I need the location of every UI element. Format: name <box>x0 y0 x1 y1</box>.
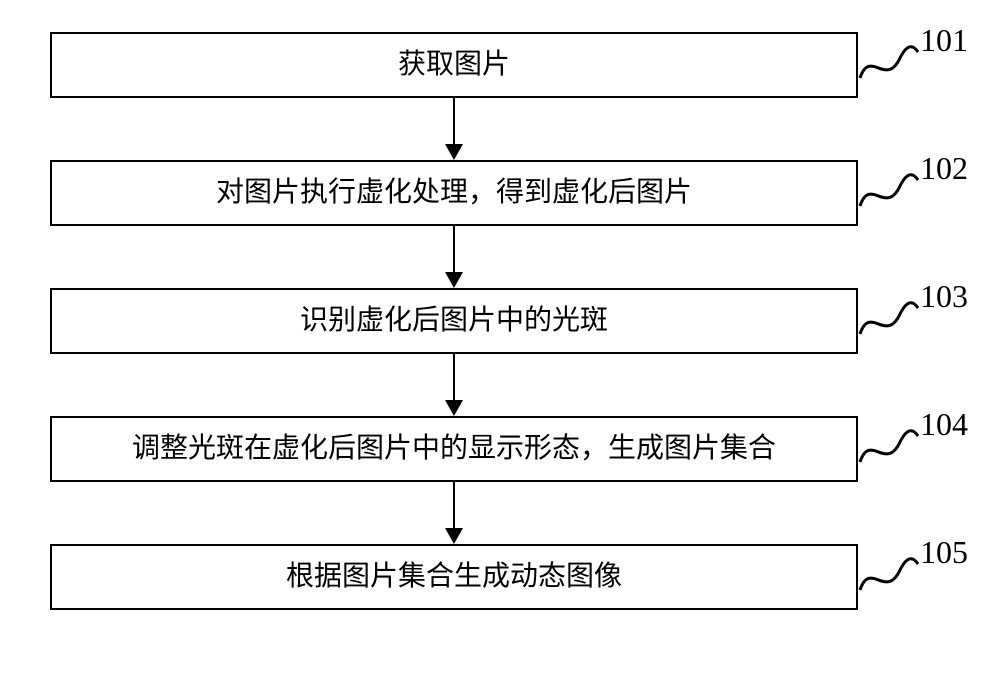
step-box-101: 获取图片 <box>50 32 858 98</box>
arrow-down <box>453 226 455 286</box>
tilde-connector <box>858 168 920 218</box>
step-label-103: 103 <box>920 278 968 315</box>
step-text: 对图片执行虚化处理，得到虚化后图片 <box>216 176 692 210</box>
step-text: 识别虚化后图片中的光斑 <box>300 304 608 338</box>
step-label-101: 101 <box>920 22 968 59</box>
tilde-connector <box>858 552 920 602</box>
step-label-105: 105 <box>920 534 968 571</box>
step-text: 根据图片集合生成动态图像 <box>286 560 622 594</box>
tilde-connector <box>858 296 920 346</box>
tilde-connector <box>858 424 920 474</box>
step-text: 获取图片 <box>398 48 510 82</box>
step-box-102: 对图片执行虚化处理，得到虚化后图片 <box>50 160 858 226</box>
arrow-down <box>453 482 455 542</box>
step-text: 调整光斑在虚化后图片中的显示形态，生成图片集合 <box>132 432 776 466</box>
step-box-105: 根据图片集合生成动态图像 <box>50 544 858 610</box>
flowchart-canvas: 获取图片 101 对图片执行虚化处理，得到虚化后图片 102 识别虚化后图片中的… <box>0 0 1000 683</box>
step-box-103: 识别虚化后图片中的光斑 <box>50 288 858 354</box>
step-box-104: 调整光斑在虚化后图片中的显示形态，生成图片集合 <box>50 416 858 482</box>
arrow-down <box>453 354 455 414</box>
arrow-down <box>453 98 455 158</box>
step-label-104: 104 <box>920 406 968 443</box>
tilde-connector <box>858 40 920 90</box>
step-label-102: 102 <box>920 150 968 187</box>
